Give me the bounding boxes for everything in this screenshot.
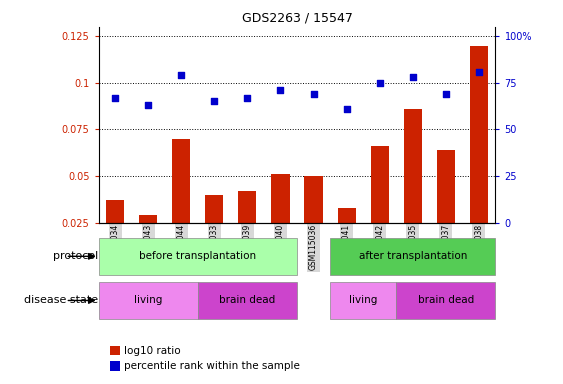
- Point: [276, 87, 285, 93]
- Text: percentile rank within the sample: percentile rank within the sample: [124, 361, 300, 371]
- Bar: [396, 282, 495, 319]
- Point: [243, 95, 252, 101]
- Bar: [330, 282, 396, 319]
- Bar: [238, 191, 257, 269]
- Bar: [172, 139, 190, 269]
- Bar: [337, 208, 356, 269]
- Bar: [370, 146, 389, 269]
- Text: living: living: [349, 295, 377, 306]
- Bar: [99, 238, 297, 275]
- Text: after transplantation: after transplantation: [359, 251, 467, 262]
- Point: [309, 91, 318, 97]
- Bar: [404, 109, 422, 269]
- Point: [177, 72, 186, 78]
- Point: [342, 106, 351, 112]
- Title: GDS2263 / 15547: GDS2263 / 15547: [242, 11, 352, 24]
- Point: [441, 91, 450, 97]
- Text: protocol: protocol: [53, 251, 99, 262]
- Bar: [330, 238, 495, 275]
- Bar: [99, 282, 198, 319]
- Text: living: living: [134, 295, 162, 306]
- Point: [144, 102, 153, 108]
- Point: [408, 74, 417, 80]
- Text: before transplantation: before transplantation: [139, 251, 256, 262]
- Point: [375, 80, 384, 86]
- Point: [475, 69, 484, 75]
- Bar: [205, 195, 224, 269]
- Bar: [470, 46, 488, 269]
- Point: [210, 98, 219, 104]
- Bar: [106, 200, 124, 269]
- Bar: [437, 150, 455, 269]
- Bar: [271, 174, 289, 269]
- Bar: [139, 215, 157, 269]
- Bar: [305, 176, 323, 269]
- Bar: [198, 282, 297, 319]
- Text: brain dead: brain dead: [418, 295, 474, 306]
- Text: disease state: disease state: [24, 295, 99, 306]
- Text: brain dead: brain dead: [219, 295, 275, 306]
- Point: [110, 95, 119, 101]
- Text: log10 ratio: log10 ratio: [124, 346, 181, 356]
